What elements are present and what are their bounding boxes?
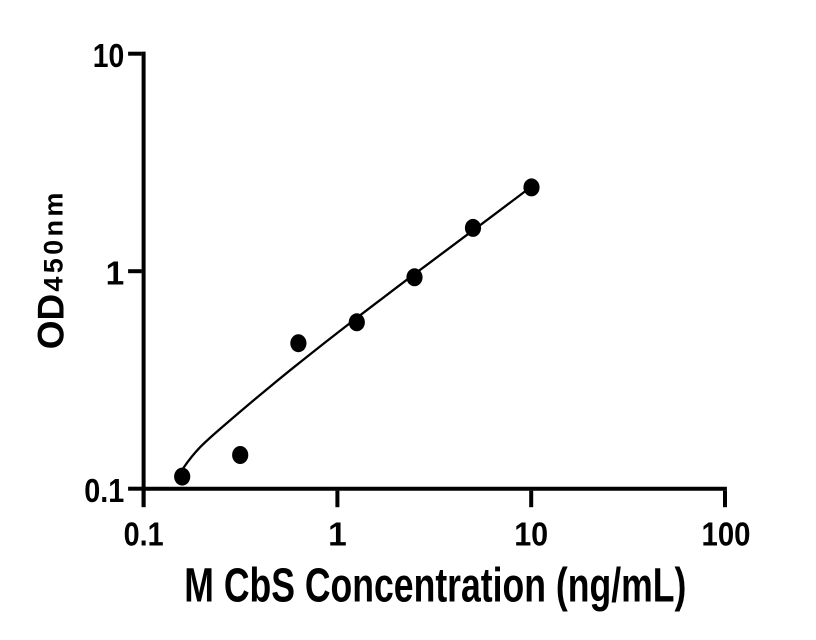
svg-text:M CbS Concentration (ng/mL): M CbS Concentration (ng/mL) xyxy=(184,560,686,613)
svg-text:OD: OD xyxy=(30,294,71,350)
svg-text:0.1: 0.1 xyxy=(124,517,164,554)
svg-text:450nm: 450nm xyxy=(39,193,69,292)
svg-text:10: 10 xyxy=(93,38,125,75)
svg-text:10: 10 xyxy=(514,517,548,554)
svg-text:0.1: 0.1 xyxy=(84,473,124,510)
svg-text:1: 1 xyxy=(328,517,347,554)
svg-text:100: 100 xyxy=(702,517,751,554)
svg-text:1: 1 xyxy=(106,255,125,292)
